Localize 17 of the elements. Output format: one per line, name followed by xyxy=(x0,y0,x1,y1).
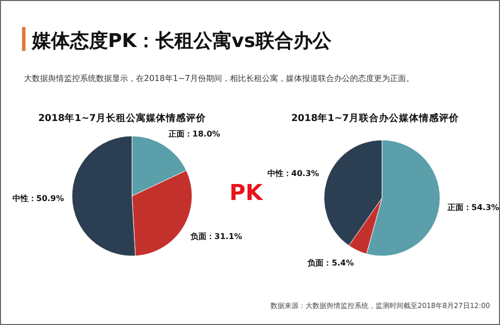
chart-title: 2018年1~7月联合办公媒体情感评价 xyxy=(291,112,460,124)
data-label: ：18.0% xyxy=(184,130,220,139)
text: 大数据舆情监控系统数据显示，在2018年1~7月份期间，相比长租公寓，媒体报道联合办公的态度更为正面。 xyxy=(24,73,414,83)
data-label: ：50.9% xyxy=(28,194,64,203)
slice-label: 中性 xyxy=(12,194,28,203)
text: PK xyxy=(229,181,264,206)
slice-label: 中性 xyxy=(267,169,284,178)
slice-label: 负面 xyxy=(306,258,324,268)
chart-title: 2018年1~7月长租公寓媒体情感评价 xyxy=(38,112,207,124)
data-label: ：40.3% xyxy=(283,169,320,178)
data-label: ：31.1% xyxy=(206,232,242,241)
data-label: ：54.3% xyxy=(463,202,500,212)
slice-label: 正面 xyxy=(446,202,464,212)
slice-label: 正面 xyxy=(167,130,184,139)
text: 媒体态度PK：长租公寓vs联合办公 xyxy=(31,30,332,52)
data-label: ：5.4% xyxy=(324,258,354,268)
slice-label: 负面 xyxy=(189,232,206,241)
